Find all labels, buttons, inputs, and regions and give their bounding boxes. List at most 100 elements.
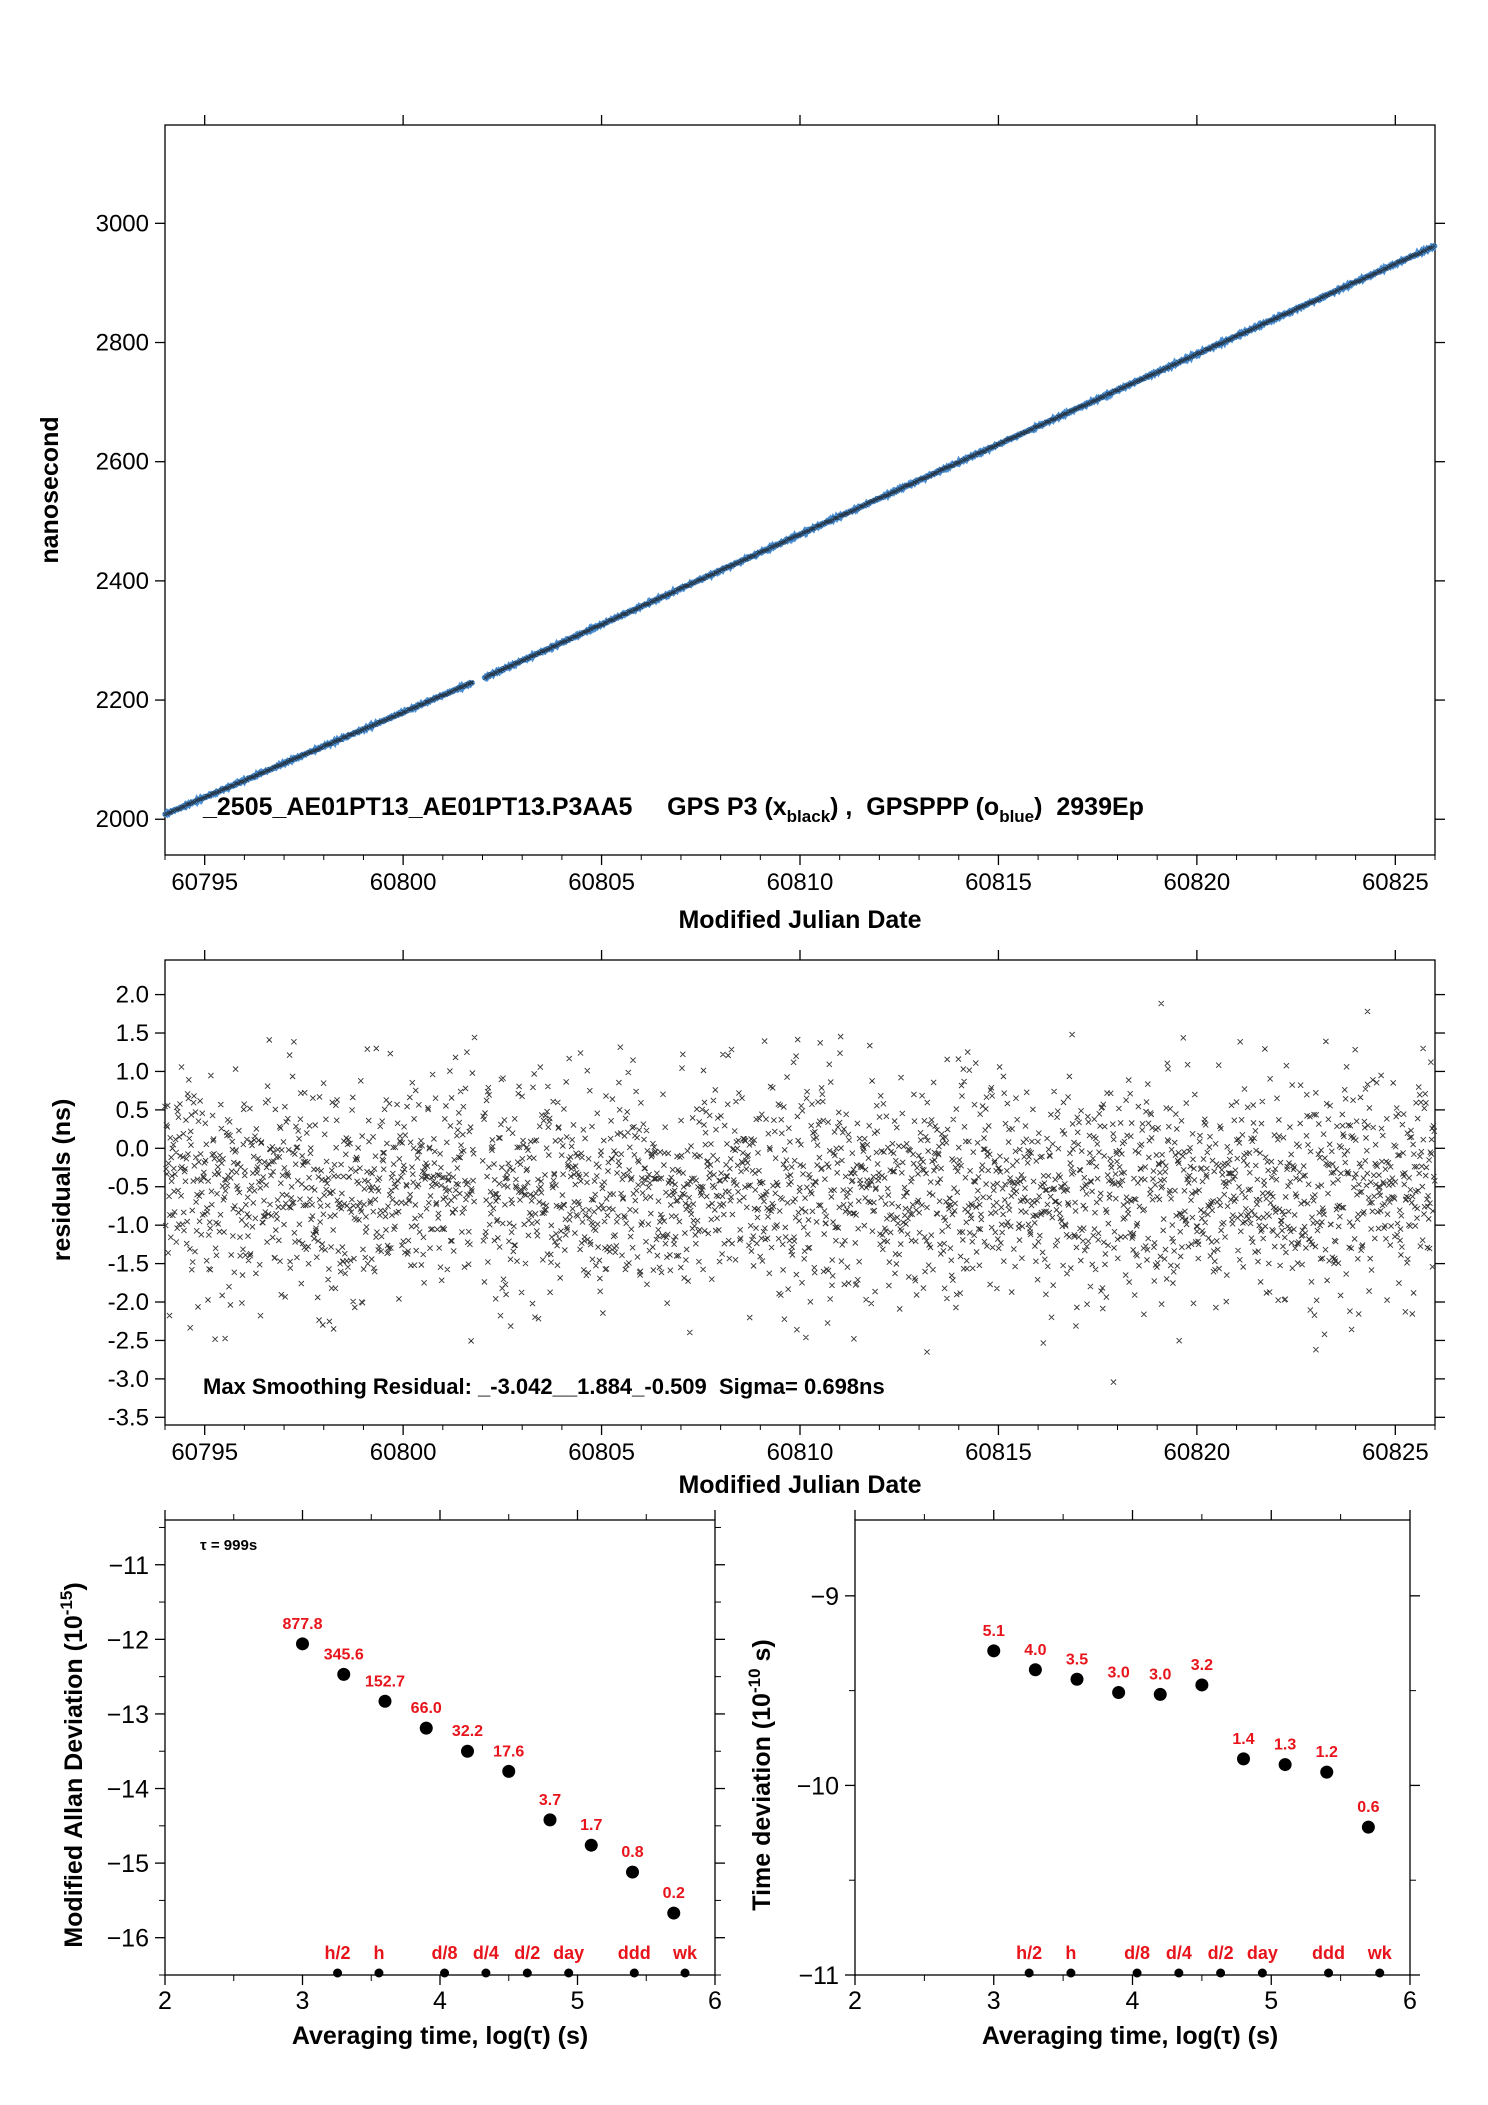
phase-x-tick-label: 60795 [171, 869, 238, 896]
tdev-tau-marker [1132, 1968, 1142, 1978]
tdev-x-tick-label: 5 [1264, 1987, 1278, 2015]
phase-y-tick-label: 2800 [96, 330, 149, 357]
residuals-y-tick-label: 2.0 [116, 982, 149, 1009]
mdev-point [667, 1906, 681, 1920]
mdev-point [419, 1721, 433, 1735]
mdev-x-tick-label: 5 [571, 1987, 585, 2015]
tdev-y-axis-label: Time deviation (10-10 s) [745, 1639, 776, 1910]
tdev-x-axis-label: Averaging time, log(τ) (s) [982, 2022, 1278, 2050]
tdev-y-tick-label: −11 [798, 1962, 839, 1990]
residuals-y-tick-label: -2.0 [108, 1289, 149, 1316]
tdev-y-label-end: s) [748, 1639, 776, 1668]
residuals-x-tick-label: 60795 [171, 1439, 238, 1466]
mdev-y-tick-label: −13 [107, 1701, 149, 1729]
residuals-points [162, 1000, 1438, 1386]
phase-y-tick-label: 2000 [96, 806, 149, 833]
mdev-point [543, 1813, 557, 1827]
phase-annotation-mid: ) , GPSPPP (o [830, 793, 999, 821]
mdev-x-tick-label: 4 [433, 1987, 447, 2015]
tdev-point [1361, 1820, 1375, 1834]
mdev-tau-marker [680, 1968, 690, 1978]
phase-x-tick-label: 60805 [568, 869, 635, 896]
residuals-series [162, 1000, 1438, 1386]
tdev-x-tick-label: 3 [987, 1987, 1001, 2015]
tdev-y-tick-label: −10 [797, 1772, 839, 1800]
tdev-tau-marker-label: h [1065, 1943, 1076, 1963]
phase-x-tick-label: 60825 [1362, 869, 1429, 896]
tdev-y-tick-label: −9 [810, 1583, 839, 1611]
tdev-tau-marker-label: ddd [1312, 1943, 1345, 1963]
residuals-y-tick-label: 0.5 [116, 1097, 149, 1124]
mdev-point-label: 1.7 [580, 1817, 602, 1834]
residuals-x-tick-label: 60815 [965, 1439, 1032, 1466]
phase-x-axis-label: Modified Julian Date [678, 906, 921, 934]
mdev-point [378, 1694, 392, 1708]
mdev-point [584, 1838, 598, 1852]
phase-x-tick-label: 60800 [370, 869, 437, 896]
tdev-ticks: 2 3 4 5 6 −9 −10 −11 [797, 1510, 1420, 2015]
mdev-point [502, 1764, 516, 1778]
tdev-tau-marker-label: day [1247, 1943, 1278, 1963]
phase-series-gps-p3-black [162, 243, 1437, 817]
residuals-y-tick-label: -3.5 [108, 1404, 149, 1431]
mdev-tau-note: τ = 999s [200, 1537, 257, 1554]
mdev-point-label: 17.6 [493, 1743, 524, 1760]
residuals-ticks: 60795 60800 60805 60810 60815 60820 60825 2.0 1.… [108, 950, 1445, 1466]
tdev-point-label: 3.0 [1108, 1665, 1130, 1682]
residuals-x-tick-label: 60805 [568, 1439, 635, 1466]
phase-y-axis-label: nanosecond [36, 416, 64, 563]
mdev-y-tick-label: −15 [107, 1850, 149, 1878]
mdev-y-label-main: Modified Allan Deviation (10 [60, 1615, 88, 1947]
tdev-x-tick-label: 2 [848, 1987, 862, 2015]
mdev-point [626, 1865, 639, 1879]
tdev-chart: 2 3 4 5 6 −9 −10 −11 5.1 4.0 3.5 3.0 3.0 3.2 1.4 1.3 1.… [745, 1510, 1420, 2050]
mdev-tau-marker-label: day [553, 1943, 584, 1963]
residuals-y-tick-label: -1.5 [108, 1251, 149, 1278]
phase-annotation-suffix: ) 2939Ep [1034, 793, 1144, 821]
tdev-point-label: 0.6 [1357, 1799, 1379, 1816]
residuals-y-tick-label: -3.0 [108, 1366, 149, 1393]
mdev-point-label: 0.8 [621, 1844, 643, 1861]
mdev-tau-marker-label: wk [672, 1943, 698, 1963]
tdev-point-label: 1.2 [1316, 1744, 1338, 1761]
mdev-y-axis-label: Modified Allan Deviation (10-15) [57, 1582, 88, 1947]
mdev-tau-marker [481, 1968, 491, 1978]
residuals-y-tick-label: 0.0 [116, 1135, 149, 1162]
mdev-point-label: 152.7 [365, 1673, 405, 1690]
tdev-point [1278, 1758, 1292, 1772]
tdev-x-tick-label: 4 [1126, 1987, 1140, 2015]
mdev-x-tick-label: 3 [296, 1987, 310, 2015]
residuals-annotation: Max Smoothing Residual: _-3.042__1.884_-… [203, 1374, 885, 1399]
tdev-tau-marker [1066, 1968, 1076, 1978]
mdev-y-tick-label: −14 [107, 1776, 150, 1804]
phase-annotation-prefix: _2505_AE01PT13_AE01PT13.P3AA5 GPS P3 (x [202, 793, 787, 821]
mdev-x-tick-label: 2 [158, 1987, 172, 2015]
phase-annotation-sub-blue: blue [999, 807, 1034, 826]
mdev-tau-marker [440, 1968, 450, 1978]
mdev-y-label-end: ) [60, 1582, 88, 1590]
tdev-point [1237, 1752, 1250, 1766]
residuals-x-axis-label: Modified Julian Date [678, 1471, 921, 1499]
mdev-tau-marker-label: d/4 [473, 1943, 499, 1963]
phase-y-tick-label: 2200 [96, 687, 149, 714]
mdev-y-label-exp: -15 [57, 1591, 76, 1616]
tdev-y-label-exp: -10 [745, 1668, 764, 1693]
tdev-point-label: 3.2 [1191, 1657, 1213, 1674]
phase-x-tick-label: 60815 [965, 869, 1032, 896]
mdev-point-label: 877.8 [282, 1616, 322, 1633]
tdev-x-tick-label: 6 [1403, 1987, 1417, 2015]
phase-ticks: 60795 60800 60805 60810 60815 60820 60825 2000 2… [96, 115, 1445, 896]
tdev-tau-marker [1024, 1968, 1034, 1978]
mdev-tau-marker-label: h [373, 1943, 384, 1963]
mdev-point [337, 1667, 351, 1681]
tdev-point [1320, 1765, 1334, 1779]
mdev-point-label: 0.2 [663, 1885, 685, 1902]
tdev-tau-marker-label: h/2 [1016, 1943, 1042, 1963]
tdev-tau-marker [1174, 1968, 1184, 1978]
tdev-point-label: 3.0 [1149, 1666, 1171, 1683]
phase-x-tick-label: 60810 [767, 869, 834, 896]
mdev-ticks: 2 3 4 5 6 −11 −12 −13 −14 −15 −16 [107, 1510, 725, 2015]
residuals-y-tick-label: 1.5 [116, 1020, 149, 1047]
mdev-tau-marker [333, 1968, 343, 1978]
